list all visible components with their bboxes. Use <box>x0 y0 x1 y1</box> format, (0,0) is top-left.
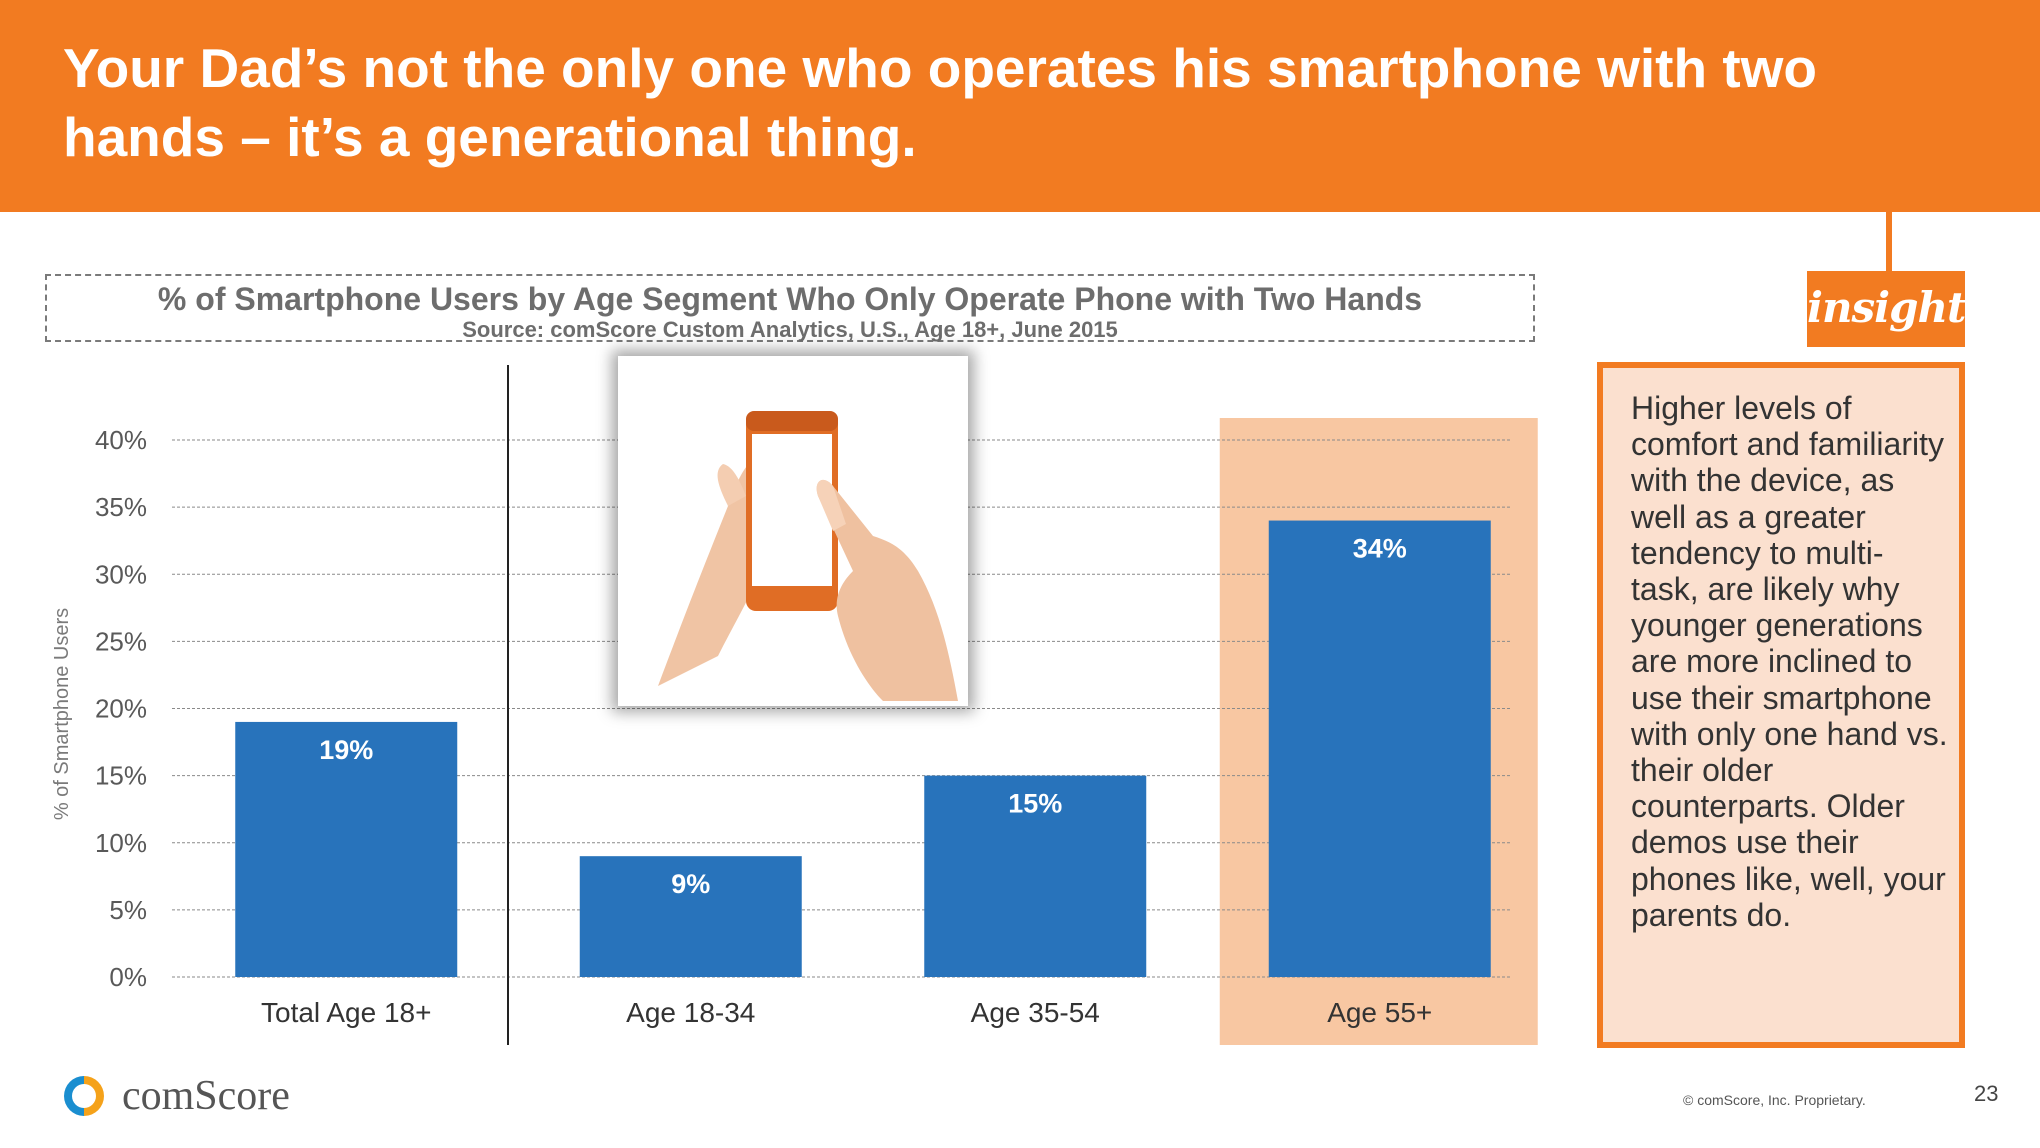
y-tick-label: 20% <box>95 694 147 724</box>
hands-holding-phone-icon <box>658 411 958 701</box>
data-label: 9% <box>671 869 710 899</box>
data-label: 19% <box>319 735 373 765</box>
insight-box: Higher levels of comfort and familiarity… <box>1597 362 1965 1048</box>
y-tick-label: 40% <box>95 425 147 455</box>
bar <box>924 775 1147 977</box>
y-tick-label: 0% <box>109 962 147 992</box>
bar <box>579 856 802 977</box>
category-label: Age 18-34 <box>626 997 755 1028</box>
data-label: 15% <box>1008 789 1062 819</box>
comscore-logo-icon <box>64 1076 104 1116</box>
y-tick-label: 5% <box>109 895 147 925</box>
insight-connector-line <box>1886 212 1892 274</box>
y-tick-label: 25% <box>95 626 147 656</box>
header-banner: Your Dad’s not the only one who operates… <box>0 0 2040 212</box>
category-label: Age 35-54 <box>971 997 1100 1028</box>
two-hands-phone-image <box>618 356 968 706</box>
category-label: Age 55+ <box>1327 997 1432 1028</box>
insight-text: Higher levels of comfort and familiarity… <box>1631 390 1948 933</box>
bar <box>235 721 458 977</box>
y-tick-label: 15% <box>95 761 147 791</box>
bar <box>1268 520 1491 977</box>
category-label: Total Age 18+ <box>261 997 431 1028</box>
chart-source: Source: comScore Custom Analytics, U.S.,… <box>462 317 1118 342</box>
slide-title: Your Dad’s not the only one who operates… <box>63 37 1818 168</box>
data-label: 34% <box>1353 534 1407 564</box>
y-axis-label: % of Smartphone Users <box>51 608 73 820</box>
insight-badge: insight <box>1807 271 1966 347</box>
copyright: © comScore, Inc. Proprietary. <box>1683 1092 1866 1108</box>
y-tick-label: 35% <box>95 492 147 522</box>
y-tick-label: 10% <box>95 828 147 858</box>
chart-title-box: % of Smartphone Users by Age Segment Who… <box>45 274 1535 342</box>
y-tick-label: 30% <box>95 559 147 589</box>
chart-title: % of Smartphone Users by Age Segment Who… <box>157 281 1423 317</box>
page-number: 23 <box>1974 1081 1999 1106</box>
comscore-logo: comScore <box>60 1072 360 1120</box>
comscore-logo-text: comScore <box>122 1073 290 1119</box>
